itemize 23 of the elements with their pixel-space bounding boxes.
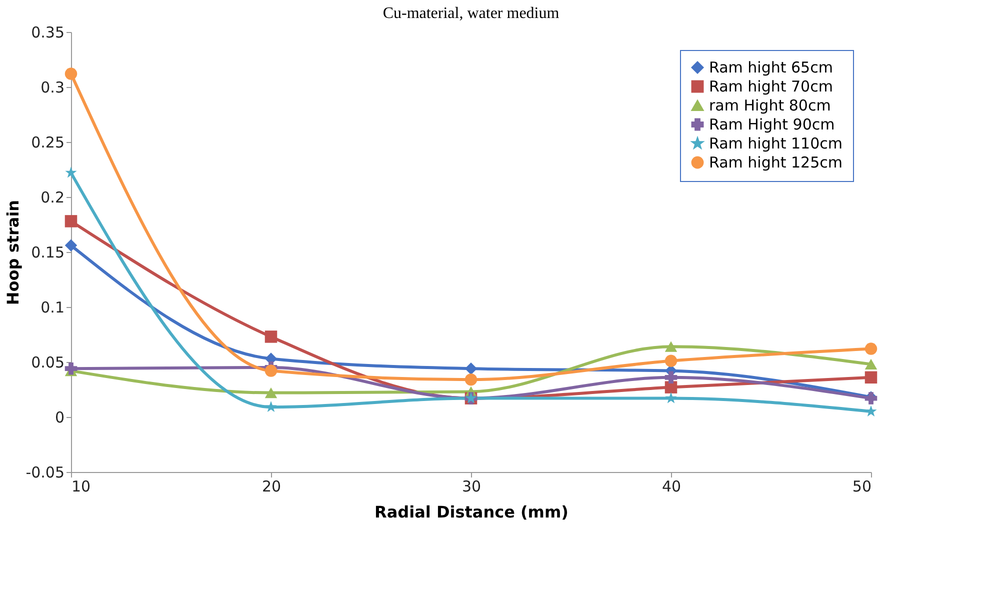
chart-title: Cu-material, water medium xyxy=(382,5,560,22)
legend-label: Ram hight 65cm xyxy=(709,58,833,76)
y-tick-label: -0.05 xyxy=(26,464,64,482)
y-tick-label: 0.35 xyxy=(31,24,64,42)
y-tick-label: 0.2 xyxy=(40,188,64,206)
y-axis-title: Hoop strain xyxy=(4,200,23,306)
legend-label: Ram hight 125cm xyxy=(709,154,843,172)
y-tick-label: 0 xyxy=(54,408,64,426)
legend-label: Ram hight 70cm xyxy=(709,78,833,96)
x-tick-label: 20 xyxy=(262,478,282,496)
x-tick-label: 30 xyxy=(462,478,482,496)
y-tick-label: 0.05 xyxy=(31,354,64,372)
y-tick-label: 0.3 xyxy=(40,78,64,96)
legend-label: Ram Hight 90cm xyxy=(709,116,835,134)
x-tick-label: 40 xyxy=(662,478,682,496)
legend-label: ram Hight 80cm xyxy=(709,96,831,114)
y-tick-label: 0.25 xyxy=(31,134,64,152)
x-tick-label: 50 xyxy=(852,478,872,496)
x-axis-title: Radial Distance (mm) xyxy=(374,502,568,522)
x-tick-label: 10 xyxy=(72,478,91,496)
y-tick-label: 0.15 xyxy=(31,244,64,262)
legend-label: Ram hight 110cm xyxy=(709,134,843,152)
y-tick-label: 0.1 xyxy=(40,298,64,316)
